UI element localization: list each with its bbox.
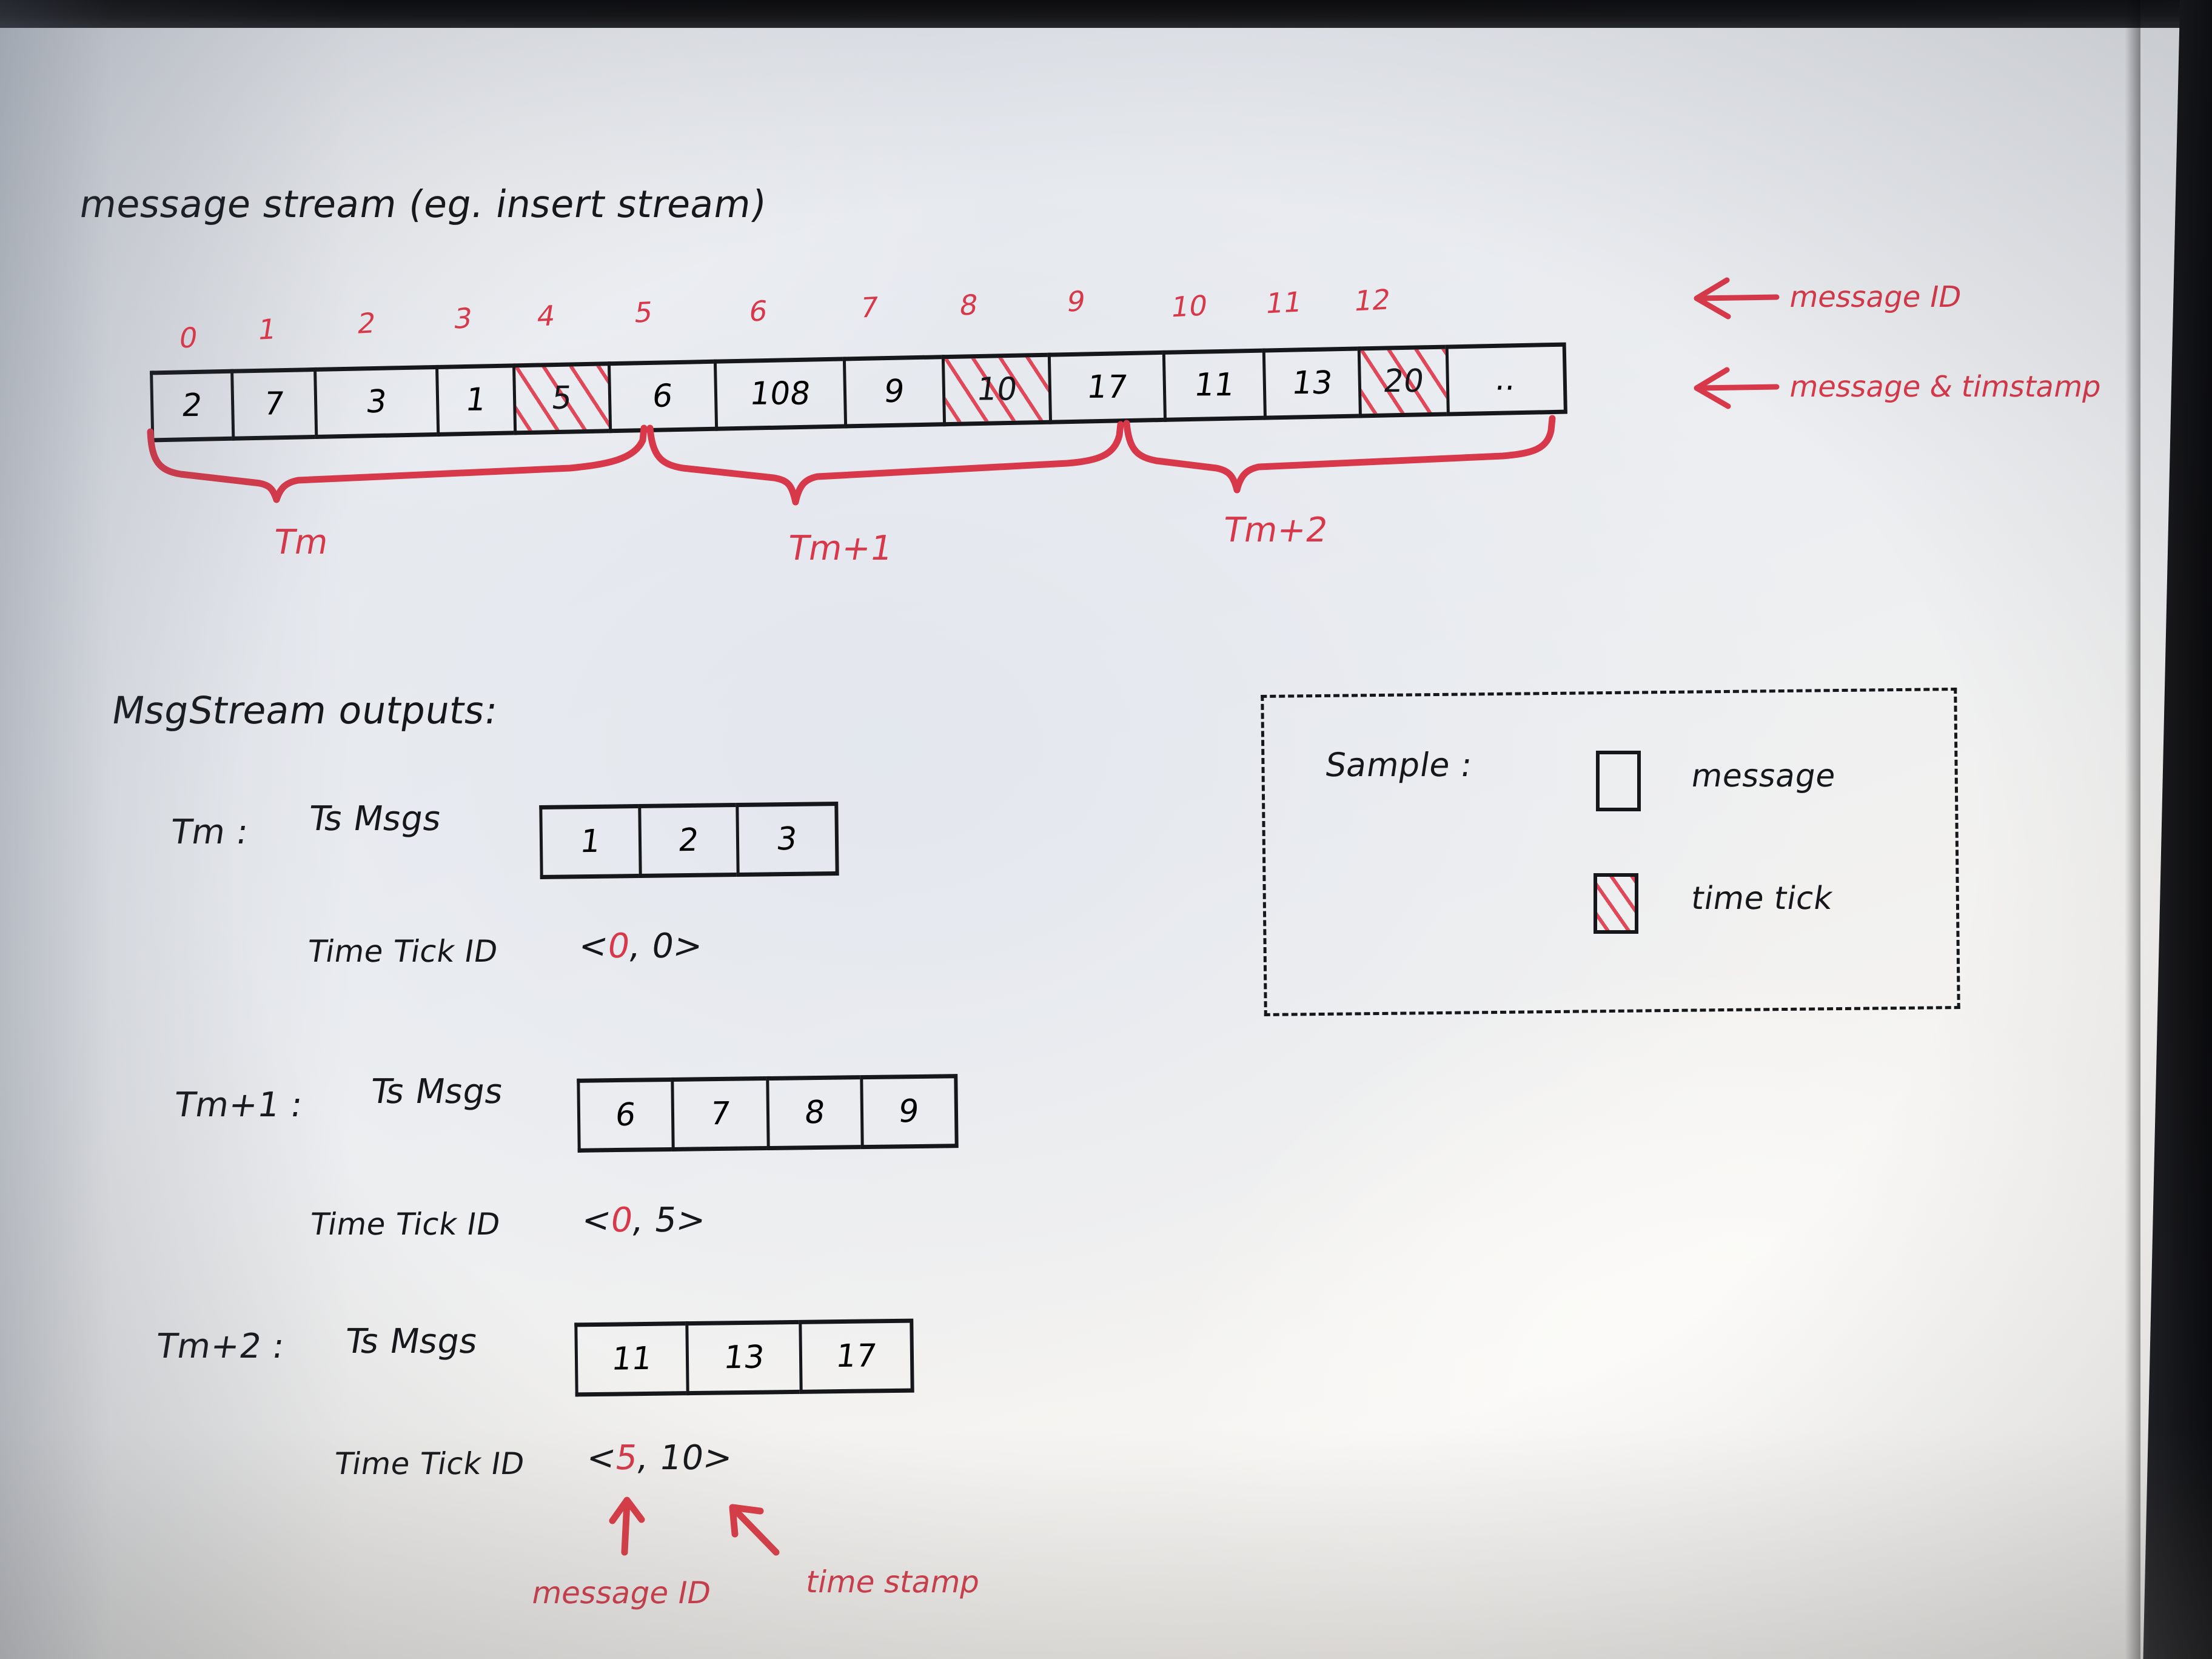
output-msgs-box-tm2: 11 13 17 (574, 1318, 914, 1397)
output-cell: 3 (736, 801, 839, 877)
legend-box (1261, 688, 1960, 1016)
message-stream-strip: 2 7 3 1 5 6 108 9 10 17 11 13 20.. (150, 342, 1660, 443)
stream-cell-value: 3 (364, 383, 389, 421)
group-msgs-label-tm2: Ts Msgs (342, 1322, 481, 1361)
output-msgs-box-tm: 1 2 3 (539, 801, 839, 880)
desk-background-top (0, 0, 2212, 28)
output-cell: 17 (799, 1318, 914, 1394)
stream-cell-value: 20 (1381, 363, 1426, 400)
group-msgs-label-tm: Ts Msgs (306, 799, 444, 839)
stream-cell-value: 13 (1289, 364, 1335, 402)
stream-cell-12: 20 (1357, 344, 1447, 418)
stream-cell-value: 11 (1191, 367, 1238, 404)
stream-cell-2: 3 (313, 365, 437, 440)
brace-label-tm1: Tm+1 (785, 529, 896, 568)
stream-cell-1: 7 (230, 367, 315, 441)
output-msgs-box-tm1: 6 7 8 9 (577, 1074, 959, 1153)
stream-cell-6: 108 (713, 357, 845, 431)
stream-cell-value: 108 (748, 375, 813, 412)
tick-ts-tm2: 10 (657, 1438, 707, 1478)
stream-cell-0: 2 (150, 369, 232, 443)
tick-label-tm: Time Tick ID (305, 934, 501, 969)
output-cell: 11 (574, 1321, 686, 1397)
output-cell-value: 8 (802, 1094, 828, 1131)
stream-cell-3: 1 (435, 363, 514, 437)
stream-cell-4: 5 (512, 361, 609, 435)
stream-cell-value: 7 (261, 386, 287, 423)
annotation-message-timestamp: message & timstamp (1786, 370, 2105, 404)
legend-swatch-message-icon (1596, 751, 1641, 811)
output-cell-value: 13 (722, 1339, 766, 1376)
stream-cell-5: 6 (607, 359, 716, 434)
group-name-tm: Tm : (167, 813, 252, 852)
stream-cell-9: 17 (1047, 350, 1164, 424)
callout-label-message-id: message ID (529, 1575, 714, 1610)
output-cell-value: 1 (578, 823, 603, 860)
annotation-message-id: message ID (1786, 280, 1965, 314)
stream-cell-value: 17 (1084, 369, 1130, 406)
output-cell: 7 (671, 1076, 767, 1151)
output-cell-value: 9 (896, 1093, 922, 1130)
legend-label-timetick: time tick (1689, 880, 1835, 917)
tick-label-tm2: Time Tick ID (332, 1446, 528, 1481)
stream-cell-8: 10 (941, 352, 1050, 427)
group-name-tm1: Tm+1 : (171, 1085, 306, 1125)
tick-value-tm1: <0, 5> (579, 1201, 709, 1240)
output-cell: 1 (539, 804, 639, 880)
stream-index-10: 10 (1168, 289, 1210, 324)
output-cell: 2 (638, 803, 737, 879)
output-cell-value: 7 (708, 1095, 733, 1133)
group-name-tm2: Tm+2 : (153, 1327, 288, 1366)
tick-value-tm2: <5, 10> (584, 1438, 736, 1478)
stream-cell-value: 1 (463, 381, 489, 418)
tick-value-tm: <0, 0> (576, 927, 706, 966)
output-cell: 9 (860, 1074, 959, 1150)
stream-cell-7: 9 (842, 355, 943, 429)
stream-cell-value: 5 (549, 380, 575, 417)
output-cell-value: 6 (613, 1096, 638, 1134)
brace-label-tm: Tm (270, 523, 332, 562)
stream-cell-value: 9 (882, 373, 907, 410)
paper-right-edge-shadow (2125, 0, 2140, 1659)
stream-cell-11: 13 (1262, 346, 1359, 420)
brace-label-tm2: Tm+2 (1220, 511, 1332, 550)
stream-index-11: 11 (1263, 285, 1305, 320)
callout-label-timestamp: time stamp (803, 1564, 984, 1600)
output-cell: 8 (766, 1075, 861, 1151)
stream-ellipsis-value: .. (1493, 361, 1519, 398)
stream-cells: 2 7 3 1 5 6 108 9 10 17 11 13 20.. (150, 342, 1567, 443)
legend-swatch-timetick-icon (1594, 873, 1638, 934)
tick-label-tm1: Time Tick ID (307, 1207, 503, 1242)
stream-cell-value: 6 (650, 378, 675, 415)
output-cell-value: 2 (676, 822, 702, 859)
outputs-heading: MsgStream outputs: (109, 688, 501, 732)
page-title: message stream (eg. insert stream) (76, 182, 770, 226)
output-cell: 6 (577, 1077, 672, 1153)
output-cell: 13 (685, 1319, 800, 1396)
stream-cell-10: 11 (1162, 348, 1264, 422)
stream-cell-value: 10 (974, 371, 1020, 408)
output-cell-value: 3 (774, 820, 800, 858)
legend-label-message: message (1689, 758, 1838, 794)
group-msgs-label-tm1: Ts Msgs (367, 1072, 506, 1111)
output-cell-value: 11 (609, 1340, 654, 1378)
output-cell-value: 17 (834, 1338, 879, 1375)
stream-cell-ellipsis: .. (1445, 342, 1567, 417)
stream-cell-value: 2 (179, 387, 205, 424)
stream-index-12: 12 (1352, 283, 1393, 318)
legend-title: Sample : (1322, 746, 1475, 784)
